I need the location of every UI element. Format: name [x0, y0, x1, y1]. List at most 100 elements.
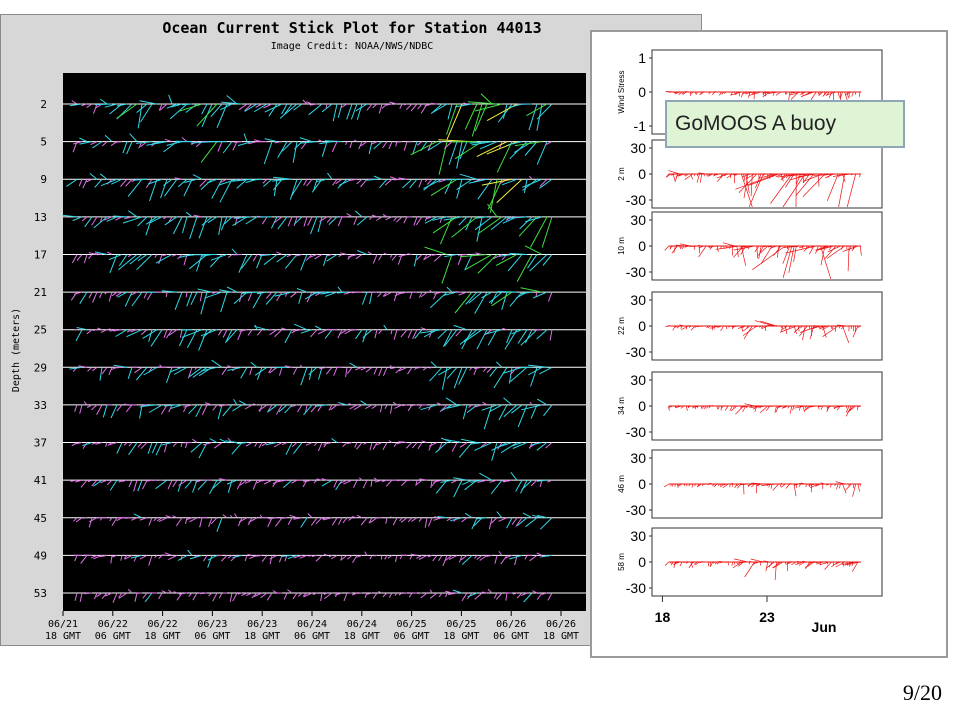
- current-stick: [476, 554, 483, 560]
- current-stick: [159, 103, 168, 111]
- depth-tick-label: 17: [34, 248, 47, 261]
- current-stick: [285, 442, 293, 455]
- current-stick: [424, 246, 448, 255]
- current-stick: [326, 253, 333, 257]
- panel-2-m: 300-302 m: [617, 139, 883, 209]
- current-stick: [355, 329, 363, 340]
- current-stick: [263, 254, 278, 266]
- current-stick: [523, 592, 533, 603]
- current-stick: [319, 216, 328, 223]
- current-stick: [382, 141, 388, 149]
- stick: [798, 325, 800, 332]
- stick-series-2: [69, 93, 553, 140]
- stick: [845, 405, 850, 413]
- current-stick: [276, 254, 288, 263]
- current-stick: [451, 442, 458, 452]
- current-stick: [511, 329, 523, 335]
- current-stick: [464, 103, 478, 130]
- current-stick: [311, 178, 323, 193]
- current-stick: [253, 592, 263, 598]
- stick: [722, 242, 735, 247]
- current-stick: [487, 588, 493, 594]
- current-stick: [407, 329, 413, 339]
- current-stick: [101, 592, 108, 600]
- current-stick: [252, 403, 258, 406]
- stick: [668, 405, 670, 411]
- current-stick: [73, 291, 83, 295]
- current-stick: [254, 554, 263, 557]
- chart-title: Ocean Current Stick Plot for Station 440…: [162, 19, 542, 37]
- current-stick: [547, 479, 553, 483]
- current-stick: [185, 291, 188, 298]
- current-stick: [498, 404, 508, 421]
- current-stick: [287, 216, 293, 227]
- current-stick: [345, 141, 348, 146]
- current-stick: [156, 517, 163, 522]
- x-tick-time: 18 GMT: [443, 631, 479, 642]
- current-stick: [502, 103, 508, 119]
- current-stick: [299, 554, 308, 559]
- y-tick-label: 0: [638, 84, 646, 100]
- stick: [712, 91, 716, 96]
- current-stick: [136, 141, 153, 144]
- current-stick: [398, 329, 403, 331]
- current-stick: [364, 551, 368, 556]
- current-stick: [398, 441, 408, 444]
- current-stick: [178, 329, 188, 347]
- current-stick: [476, 329, 488, 350]
- current-stick: [504, 329, 518, 350]
- current-stick: [456, 141, 463, 169]
- current-stick: [547, 291, 553, 302]
- current-stick: [536, 442, 548, 451]
- current-stick: [353, 404, 363, 411]
- current-stick: [508, 141, 523, 146]
- current-stick: [148, 555, 153, 566]
- current-stick: [218, 216, 223, 235]
- y-tick-label: 0: [638, 318, 646, 334]
- current-stick: [74, 555, 78, 562]
- current-stick: [62, 214, 78, 218]
- current-stick: [354, 210, 363, 218]
- current-stick: [407, 517, 413, 523]
- current-stick: [524, 329, 533, 344]
- current-stick: [199, 291, 203, 302]
- current-stick: [398, 177, 408, 180]
- stick: [835, 561, 845, 568]
- current-stick: [86, 103, 93, 109]
- y-tick-label: 30: [630, 140, 646, 156]
- current-stick: [461, 555, 473, 565]
- current-stick: [232, 404, 243, 412]
- current-stick: [232, 554, 243, 558]
- current-stick: [367, 251, 373, 255]
- stick: [782, 173, 788, 179]
- current-stick: [161, 590, 168, 594]
- current-stick: [545, 141, 553, 146]
- current-stick: [73, 517, 78, 522]
- current-stick: [157, 366, 168, 368]
- current-stick: [177, 254, 183, 260]
- stick: [722, 483, 729, 489]
- current-stick: [496, 141, 513, 173]
- current-stick: [260, 253, 268, 256]
- current-stick: [80, 555, 88, 564]
- current-stick: [493, 367, 508, 389]
- current-stick: [410, 141, 438, 156]
- current-stick: [89, 517, 98, 523]
- stick: [804, 405, 808, 408]
- current-stick: [175, 517, 183, 527]
- stick: [838, 325, 841, 329]
- current-stick: [537, 398, 548, 406]
- current-stick: [114, 141, 123, 143]
- current-stick: [269, 366, 278, 374]
- stick: [736, 483, 740, 487]
- stick: [792, 91, 797, 94]
- current-stick: [360, 517, 368, 526]
- current-stick: [479, 554, 488, 561]
- current-stick: [181, 329, 203, 338]
- current-stick: [300, 254, 308, 271]
- current-stick: [418, 517, 423, 523]
- current-stick: [277, 216, 288, 230]
- y-tick-label: 0: [638, 476, 646, 492]
- panel-label: 34 m: [617, 397, 626, 415]
- stick: [818, 405, 825, 408]
